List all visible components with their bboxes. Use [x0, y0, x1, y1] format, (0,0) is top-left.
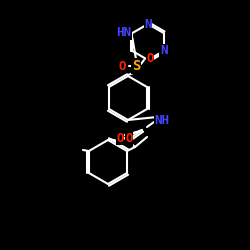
Text: N: N — [144, 18, 152, 30]
Text: O: O — [116, 132, 124, 144]
Text: N: N — [160, 44, 167, 58]
Text: O: O — [125, 132, 133, 145]
Text: O: O — [146, 52, 154, 66]
Text: S: S — [132, 59, 140, 73]
Text: HN: HN — [116, 26, 132, 40]
Text: O: O — [118, 60, 126, 72]
Text: NH: NH — [154, 114, 170, 126]
